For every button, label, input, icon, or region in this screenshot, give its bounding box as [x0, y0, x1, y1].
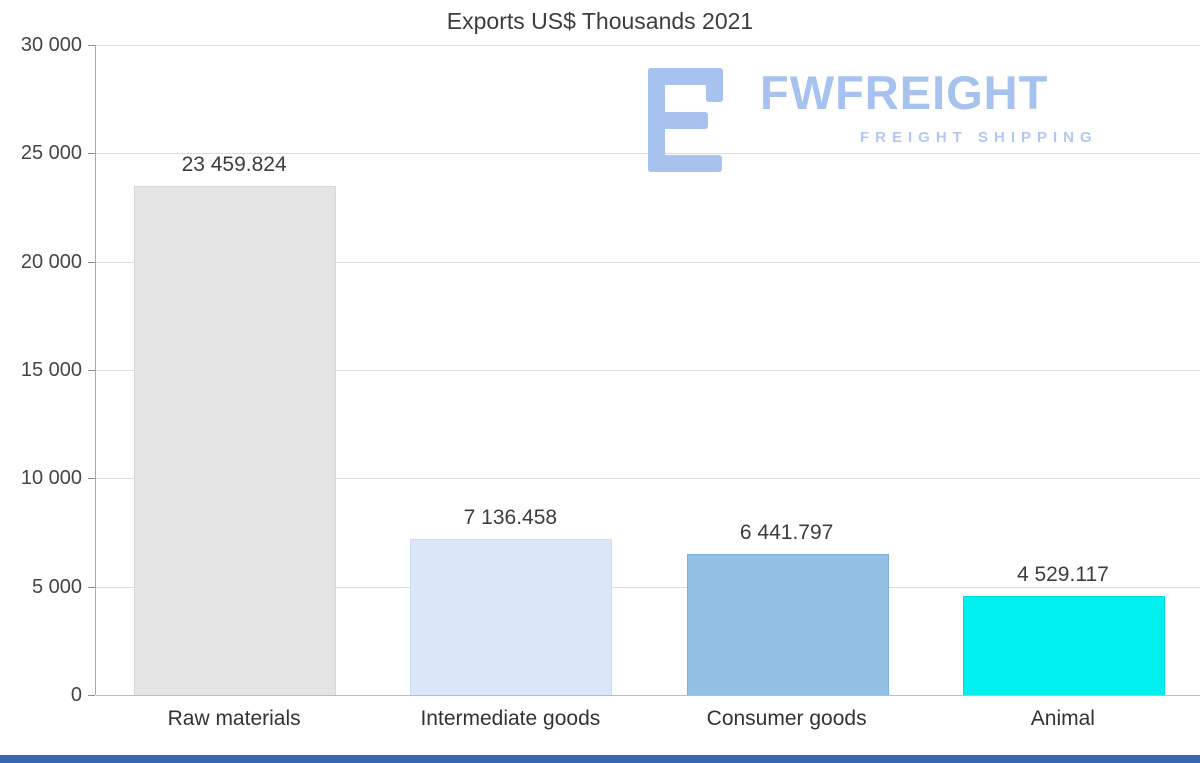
x-category-label-animal: Animal — [1030, 707, 1095, 730]
bar-value-label-consumer-goods: 6 441.797 — [739, 521, 834, 545]
gridline — [96, 261, 1200, 263]
bar-consumer-goods — [686, 554, 889, 695]
chart-title: Exports US$ Thousands 2021 — [446, 8, 754, 34]
fwfreight-logo-icon — [648, 68, 740, 177]
y-tick-mark — [88, 370, 95, 371]
x-axis-line — [96, 695, 1200, 696]
brand-tagline: FREIGHT SHIPPING — [860, 129, 1098, 147]
y-tick-label: 0 — [70, 684, 82, 706]
gridline — [96, 586, 1200, 588]
y-tick-mark — [88, 586, 95, 588]
bar-value-label-animal: 4 529.117 — [1016, 562, 1109, 586]
bar-intermediate-goods — [410, 539, 613, 695]
y-tick-mark — [88, 695, 95, 696]
y-tick-label: 5 000 — [31, 575, 82, 598]
y-tick-label: 20 000 — [20, 250, 82, 273]
y-tick-mark — [88, 478, 95, 480]
y-tick-label: 10 000 — [20, 467, 82, 490]
brand-logo: FWFREIGHT FREIGHT SHIPPING — [648, 68, 1098, 177]
gridline — [96, 370, 1200, 371]
bar-value-label-intermediate-goods: 7 136.458 — [463, 506, 558, 530]
bar-raw-materials — [134, 185, 337, 695]
brand-logo-text: FWFREIGHT FREIGHT SHIPPING — [760, 66, 1098, 147]
brand-name: FWFREIGHT — [760, 66, 1049, 119]
plot-area: 23 459.824 Raw materials 7 136.458 Intermed… — [95, 45, 1200, 730]
gridline — [96, 45, 1200, 46]
bar-value-label-raw-materials: 23 459.824 — [181, 152, 287, 176]
bar-animal — [962, 595, 1165, 695]
y-tick-label: 30 000 — [20, 34, 82, 56]
x-category-label-consumer-goods: Consumer goods — [706, 707, 867, 730]
y-tick-mark — [88, 261, 95, 263]
gridline — [96, 478, 1200, 480]
y-tick-label: 25 000 — [20, 142, 82, 165]
y-tick-mark — [88, 45, 95, 46]
y-tick-label: 15 000 — [20, 359, 82, 381]
x-category-label-intermediate-goods: Intermediate goods — [420, 707, 601, 730]
y-tick-mark — [88, 153, 95, 155]
x-category-label-raw-materials: Raw materials — [167, 707, 301, 730]
footer-accent-bar — [0, 755, 1200, 763]
